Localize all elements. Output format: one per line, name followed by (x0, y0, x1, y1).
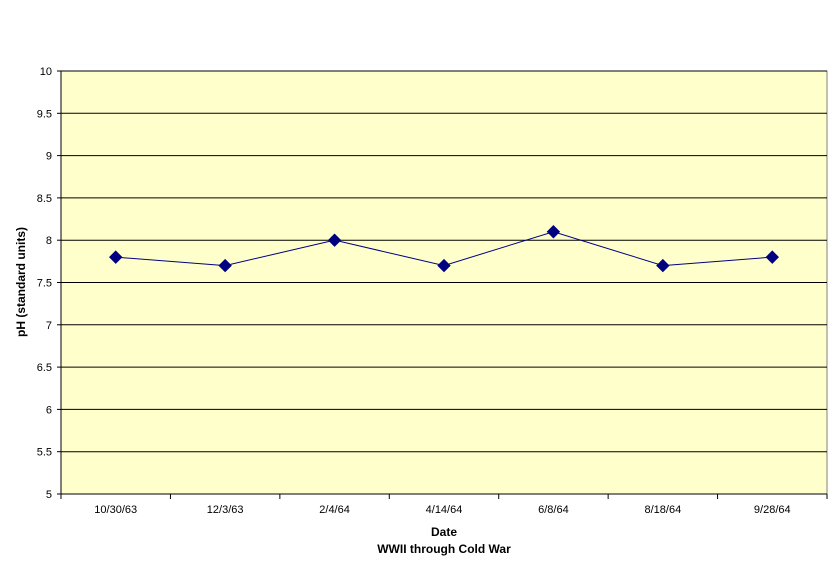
gridlines (61, 70, 827, 453)
x-axis-title: Date (431, 525, 457, 539)
data-point-marker (546, 225, 561, 239)
y-tick-label: 9 (46, 151, 52, 163)
data-point-marker (437, 258, 451, 273)
y-axis-title: pH (standard units) (14, 227, 28, 337)
x-tick-label: 10/30/63 (94, 504, 137, 516)
data-point-marker (656, 258, 670, 273)
y-tick-label: 6.5 (37, 362, 52, 374)
x-tick-label: 9/28/64 (754, 504, 791, 516)
x-tick-labels: 10/30/63 12/3/63 2/4/64 4/14/64 6/8/64 8/18/6… (94, 504, 790, 516)
y-tick-label: 5 (46, 489, 52, 501)
x-tick-label: 2/4/64 (319, 504, 350, 516)
y-tick-label: 10 (40, 66, 52, 78)
x-tick-label: 4/14/64 (426, 504, 463, 516)
x-tick-label: 6/8/64 (538, 504, 569, 516)
y-tick-label: 6 (46, 404, 52, 416)
data-point-marker (109, 250, 123, 264)
data-point-marker (765, 250, 779, 264)
x-tick-label: 8/18/64 (645, 504, 682, 516)
x-axis-subtitle: WWII through Cold War (377, 542, 511, 556)
y-tick-label: 7 (46, 320, 52, 332)
y-tick-labels: 5 5.5 6 6.5 7 7.5 8 8.5 9 9.5 10 (37, 66, 52, 501)
axes (57, 70, 828, 499)
data-point-marker (218, 258, 232, 273)
y-tick-label: 8.5 (37, 193, 52, 205)
y-tick-label: 8 (46, 235, 52, 247)
x-tick-label: 12/3/63 (207, 504, 244, 516)
y-tick-label: 5.5 (37, 447, 52, 459)
y-tick-label: 9.5 (37, 108, 52, 120)
series-markers (109, 225, 779, 273)
data-point-marker (327, 233, 342, 247)
y-tick-label: 7.5 (37, 278, 52, 290)
